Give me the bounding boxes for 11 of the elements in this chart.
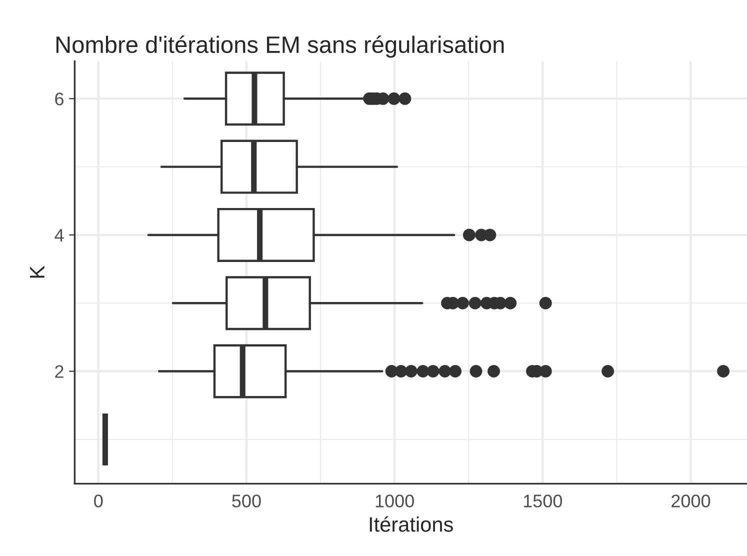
x-tick-label: 500 (232, 494, 261, 508)
y-tick-label: 2 (55, 365, 64, 378)
chart-title: Nombre d'itérations EM sans régularisation (56, 35, 504, 58)
y-tick-label: 6 (55, 92, 64, 106)
x-axis-title: Itérations (370, 516, 453, 532)
y-axis-title: K (30, 266, 44, 278)
x-tick-label: 0 (94, 494, 103, 508)
y-tick-label: 4 (54, 229, 64, 242)
x-tick-label: 2000 (672, 494, 710, 508)
x-tick-label: 1000 (376, 494, 414, 508)
x-tick-label: 1500 (524, 494, 562, 508)
